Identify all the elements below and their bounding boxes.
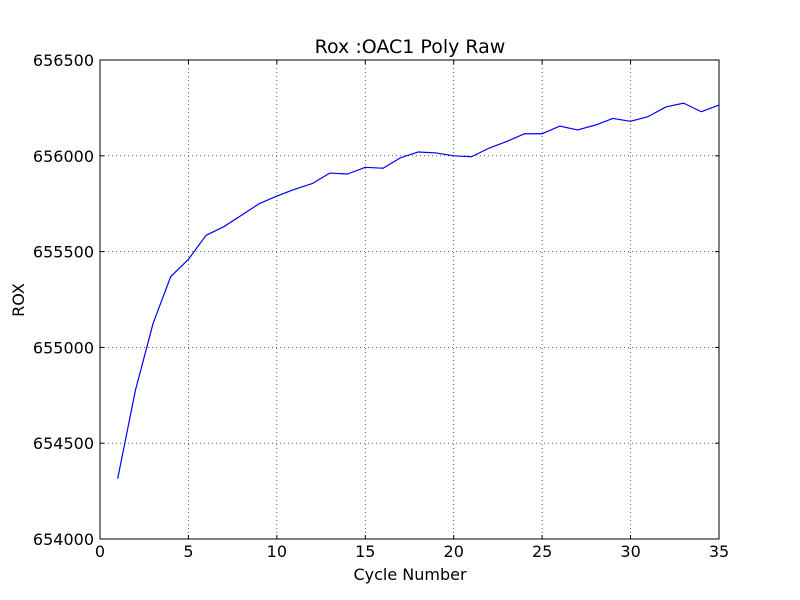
y-tick-label-5: 656500 [33,51,94,70]
x-tick-label-1: 5 [183,542,193,561]
y-tick-label-4: 656000 [33,147,94,166]
plot-frame [99,59,720,540]
y-tick-label-0: 654000 [33,530,94,549]
axes [99,59,720,540]
x-axis-label: Cycle Number [353,565,467,584]
y-tick-label-2: 655000 [33,338,94,357]
series-line-0 [117,102,720,479]
x-tick-label-4: 20 [444,542,464,561]
y-axis-label: ROX [9,283,28,317]
x-tick-label-5: 25 [532,542,552,561]
x-tick-label-2: 10 [267,542,287,561]
series-layer [117,102,720,479]
x-tick-label-3: 15 [355,542,375,561]
y-tick-label-3: 655500 [33,243,94,262]
x-tick-label-0: 0 [95,542,105,561]
x-tick-label-6: 30 [620,542,640,561]
chart-title: Rox :OAC1 Poly Raw [315,36,506,58]
x-tick-label-7: 35 [709,542,729,561]
tick-labels: 0 5 10 15 20 25 30 35 654000 654500 655000 655500 65… [33,51,729,561]
y-tick-label-1: 654500 [33,434,94,453]
